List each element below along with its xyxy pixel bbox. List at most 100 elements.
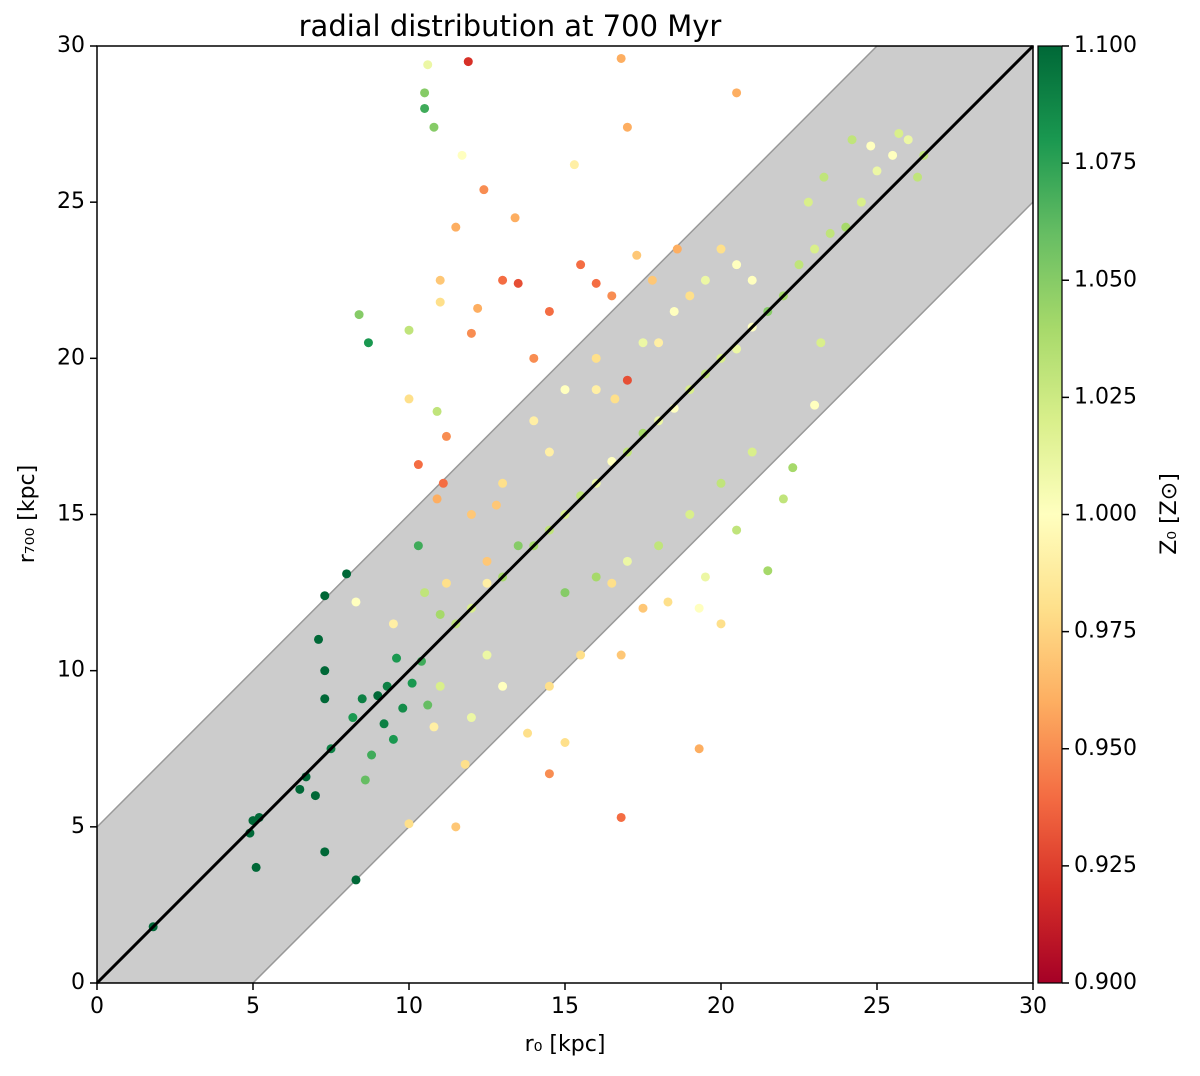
point: [732, 88, 742, 98]
colorbar-tick-label: 1.100: [1074, 33, 1137, 58]
point: [404, 394, 414, 404]
point: [616, 53, 626, 63]
point: [732, 260, 742, 270]
point: [357, 694, 367, 704]
x-tick-label: 25: [863, 994, 891, 1019]
point: [903, 135, 913, 145]
point: [847, 135, 857, 145]
x-tick-label: 20: [707, 994, 735, 1019]
colorbar-tick-label: 0.925: [1074, 853, 1137, 878]
point: [560, 588, 570, 598]
point: [482, 650, 492, 660]
point: [591, 385, 601, 395]
point: [513, 278, 523, 288]
point: [407, 678, 417, 688]
point: [451, 222, 461, 232]
point: [672, 244, 682, 254]
point: [747, 275, 757, 285]
colorbar-tick-label: 1.000: [1074, 502, 1137, 527]
identity-line: [95, 44, 1035, 985]
point: [491, 500, 501, 510]
point: [716, 478, 726, 488]
point: [610, 394, 620, 404]
point: [342, 569, 352, 579]
point: [700, 275, 710, 285]
point: [432, 494, 442, 504]
point: [560, 385, 570, 395]
y-tick-label: 25: [57, 189, 85, 214]
point: [560, 738, 570, 748]
point: [607, 578, 617, 588]
y-tick-label: 30: [57, 33, 85, 58]
point: [420, 88, 430, 98]
point: [404, 819, 414, 829]
colorbar-label: Z₀ [Z⊙]: [1157, 473, 1182, 555]
point: [466, 510, 476, 519]
point: [591, 572, 601, 582]
point: [295, 784, 305, 794]
point: [423, 60, 433, 70]
point: [392, 653, 402, 663]
point: [479, 185, 489, 195]
y-tick-label: 5: [71, 814, 85, 839]
point: [685, 510, 695, 519]
point: [435, 275, 445, 285]
point: [616, 812, 626, 822]
point: [622, 375, 632, 385]
point: [732, 525, 742, 535]
point: [351, 597, 361, 607]
point: [388, 734, 398, 744]
point: [320, 694, 330, 704]
point: [466, 328, 476, 338]
point: [423, 700, 433, 710]
point: [700, 572, 710, 582]
point: [763, 566, 773, 576]
point: [367, 750, 377, 760]
point: [694, 744, 704, 754]
point: [819, 172, 829, 182]
point: [638, 603, 648, 613]
point: [320, 666, 330, 676]
point: [463, 57, 473, 67]
chart-title: radial distribution at 700 Myr: [299, 9, 722, 43]
point: [544, 306, 554, 316]
point: [513, 541, 523, 551]
point: [320, 847, 330, 857]
point: [438, 478, 448, 488]
point: [398, 703, 408, 713]
point: [856, 197, 866, 207]
colorbar: [1037, 45, 1063, 984]
point: [888, 150, 898, 160]
point: [716, 244, 726, 254]
x-tick-label: 30: [1019, 994, 1047, 1019]
colorbar-tick-label: 1.025: [1074, 384, 1137, 409]
point: [523, 728, 533, 738]
y-axis-label: r₇₀₀ [kpc]: [15, 465, 40, 563]
point: [320, 591, 330, 601]
point: [778, 494, 788, 504]
point: [466, 713, 476, 723]
point: [591, 278, 601, 288]
point: [866, 141, 876, 151]
point: [591, 353, 601, 363]
point: [654, 338, 664, 348]
point: [654, 541, 664, 551]
point: [413, 541, 423, 551]
point: [607, 291, 617, 301]
point: [576, 260, 586, 270]
point: [544, 769, 554, 779]
x-axis-label: r₀ [kpc]: [525, 1032, 606, 1057]
point: [872, 166, 882, 176]
point: [420, 103, 430, 113]
point: [622, 556, 632, 566]
point: [803, 197, 813, 207]
y-tick-label: 20: [57, 345, 85, 370]
point: [435, 681, 445, 691]
point: [451, 822, 461, 832]
point: [569, 160, 579, 170]
point: [544, 447, 554, 457]
point: [498, 681, 508, 691]
point: [441, 431, 451, 441]
point: [363, 338, 373, 348]
y-tick-label: 15: [57, 502, 85, 527]
